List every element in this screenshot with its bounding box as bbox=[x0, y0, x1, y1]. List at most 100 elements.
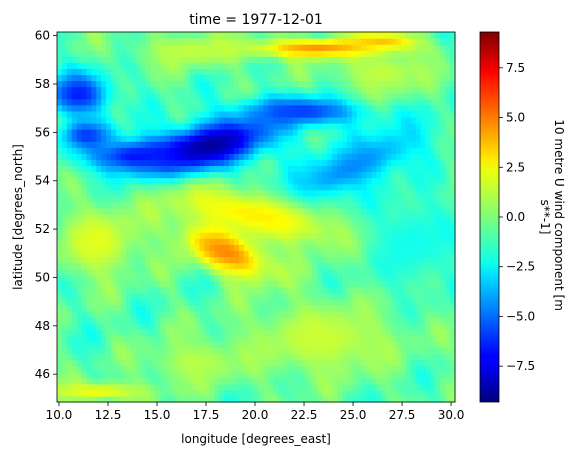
heatmap-cell bbox=[96, 226, 102, 233]
heatmap-cell bbox=[195, 317, 201, 324]
y-axis-ticks: 4648505254565860 bbox=[35, 29, 57, 382]
heatmap-cell bbox=[195, 141, 201, 148]
heatmap-cell bbox=[298, 299, 304, 306]
heatmap-cell bbox=[371, 244, 377, 251]
heatmap-cell bbox=[229, 323, 235, 330]
heatmap-cell bbox=[96, 353, 102, 360]
heatmap-cell bbox=[303, 214, 309, 221]
heatmap-cell bbox=[72, 232, 78, 239]
heatmap-cell bbox=[160, 323, 166, 330]
heatmap-cell bbox=[155, 250, 161, 257]
heatmap-cell bbox=[440, 396, 446, 403]
heatmap-cell bbox=[101, 372, 107, 379]
heatmap-cell bbox=[131, 202, 137, 209]
heatmap-cell bbox=[190, 99, 196, 106]
heatmap-cell bbox=[367, 366, 373, 373]
heatmap-cell bbox=[327, 81, 333, 88]
heatmap-cell bbox=[145, 111, 151, 118]
heatmap-cell bbox=[362, 226, 368, 233]
heatmap-cell bbox=[141, 44, 147, 51]
heatmap-cell bbox=[62, 323, 68, 330]
heatmap-cell bbox=[62, 38, 68, 45]
heatmap-cell bbox=[440, 244, 446, 251]
heatmap-cell bbox=[288, 366, 294, 373]
heatmap-cell bbox=[141, 129, 147, 136]
heatmap-cell bbox=[199, 347, 205, 354]
heatmap-cell bbox=[77, 311, 83, 318]
heatmap-cell bbox=[435, 184, 441, 191]
heatmap-cell bbox=[254, 390, 260, 397]
heatmap-cell bbox=[327, 275, 333, 282]
heatmap-cell bbox=[67, 238, 73, 245]
heatmap-cell bbox=[180, 275, 186, 282]
heatmap-cell bbox=[258, 341, 264, 348]
heatmap-cell bbox=[347, 165, 353, 172]
heatmap-cell bbox=[111, 129, 117, 136]
heatmap-cell bbox=[273, 68, 279, 75]
heatmap-cell bbox=[249, 269, 255, 276]
y-tick-label: 58 bbox=[35, 77, 50, 91]
heatmap-cell bbox=[131, 232, 137, 239]
heatmap-cell bbox=[116, 396, 122, 403]
heatmap-cell bbox=[401, 38, 407, 45]
heatmap-cell bbox=[254, 281, 260, 288]
heatmap-cell bbox=[445, 287, 451, 294]
heatmap-cell bbox=[303, 38, 309, 45]
heatmap-cell bbox=[62, 335, 68, 342]
heatmap-cell bbox=[332, 244, 338, 251]
heatmap-cell bbox=[327, 311, 333, 318]
heatmap-cell bbox=[416, 366, 422, 373]
heatmap-cell bbox=[96, 135, 102, 142]
heatmap-cell bbox=[62, 305, 68, 312]
heatmap-cell bbox=[381, 74, 387, 81]
heatmap-cell bbox=[362, 214, 368, 221]
heatmap-cell bbox=[170, 305, 176, 312]
heatmap-cell bbox=[175, 105, 181, 112]
heatmap-cell bbox=[371, 56, 377, 63]
heatmap-cell bbox=[244, 202, 250, 209]
heatmap-cell bbox=[411, 256, 417, 263]
heatmap-cell bbox=[396, 311, 402, 318]
heatmap-cell bbox=[150, 44, 156, 51]
heatmap-cell bbox=[322, 129, 328, 136]
heatmap-cell bbox=[381, 44, 387, 51]
heatmap-cell bbox=[322, 172, 328, 179]
heatmap-cell bbox=[362, 135, 368, 142]
heatmap-cell bbox=[170, 281, 176, 288]
heatmap-cell bbox=[204, 56, 210, 63]
heatmap-cell bbox=[185, 129, 191, 136]
heatmap-cell bbox=[155, 184, 161, 191]
heatmap-cell bbox=[86, 50, 92, 57]
heatmap-cell bbox=[86, 347, 92, 354]
heatmap-cell bbox=[391, 238, 397, 245]
heatmap-cell bbox=[91, 159, 97, 166]
heatmap-cell bbox=[101, 378, 107, 385]
heatmap-cell bbox=[239, 68, 245, 75]
heatmap-cell bbox=[258, 178, 264, 185]
heatmap-cell bbox=[121, 190, 127, 197]
heatmap-cell bbox=[322, 153, 328, 160]
heatmap-cell bbox=[391, 196, 397, 203]
heatmap-cell bbox=[214, 311, 220, 318]
heatmap-cell bbox=[136, 172, 142, 179]
heatmap-cell bbox=[62, 384, 68, 391]
heatmap-cell bbox=[357, 81, 363, 88]
heatmap-cell bbox=[298, 347, 304, 354]
heatmap-cell bbox=[131, 44, 137, 51]
heatmap-cell bbox=[401, 159, 407, 166]
heatmap-cell bbox=[249, 244, 255, 251]
heatmap-cell bbox=[426, 293, 432, 300]
heatmap-cell bbox=[411, 117, 417, 124]
heatmap-cell bbox=[371, 172, 377, 179]
heatmap-cell bbox=[342, 250, 348, 257]
heatmap-cell bbox=[426, 281, 432, 288]
heatmap-cell bbox=[91, 250, 97, 257]
heatmap-cell bbox=[308, 99, 314, 106]
heatmap-cell bbox=[337, 269, 343, 276]
heatmap-cell bbox=[170, 153, 176, 160]
heatmap-cell bbox=[244, 281, 250, 288]
heatmap-cell bbox=[234, 317, 240, 324]
heatmap-cell bbox=[170, 99, 176, 106]
heatmap-cell bbox=[327, 366, 333, 373]
heatmap-cell bbox=[342, 311, 348, 318]
